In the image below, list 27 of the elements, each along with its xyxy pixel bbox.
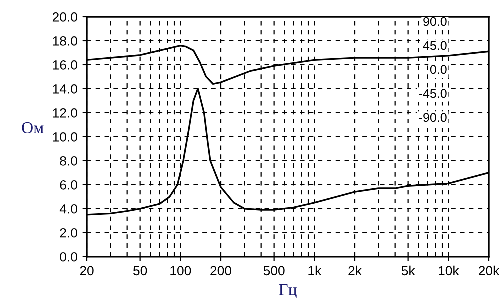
x-tick-label: 50 <box>134 266 148 276</box>
y-tick-label: 20.0 <box>52 12 78 22</box>
y2-tick-label: 0.0 <box>430 65 447 74</box>
y2-tick-label: 90.0 <box>424 17 447 26</box>
y-tick-label: 6.0 <box>60 180 78 190</box>
y2-tick-label: 45.0 <box>423 41 447 50</box>
x-tick-label: 20k <box>479 266 500 276</box>
y-tick-label: 18.0 <box>53 36 78 46</box>
y-tick-label: 14.0 <box>53 84 78 94</box>
x-tick-label: 100 <box>170 266 192 276</box>
y-tick-label: 8.0 <box>60 156 78 166</box>
y2-tick-label: -45.0 <box>419 89 447 98</box>
y-tick-label: 16.0 <box>53 60 78 70</box>
y-tick-label: 2.0 <box>60 228 78 238</box>
x-tick-label: 20 <box>80 266 94 276</box>
x-tick-label: 2k <box>348 266 362 276</box>
y-tick-label: 4.0 <box>60 204 78 214</box>
x-tick-label: 10k <box>439 266 460 276</box>
y-axis-title: Ом <box>22 122 44 134</box>
y-tick-label: 10.0 <box>53 132 78 142</box>
y-tick-label: 0.0 <box>60 252 78 262</box>
x-tick-label: 5k <box>402 266 416 276</box>
x-tick-label: 1k <box>308 266 322 276</box>
x-tick-label: 200 <box>210 266 232 276</box>
y-tick-label: 12.0 <box>53 108 78 118</box>
x-tick-label: 500 <box>264 266 285 276</box>
y2-tick-label: -90.0 <box>419 113 447 122</box>
